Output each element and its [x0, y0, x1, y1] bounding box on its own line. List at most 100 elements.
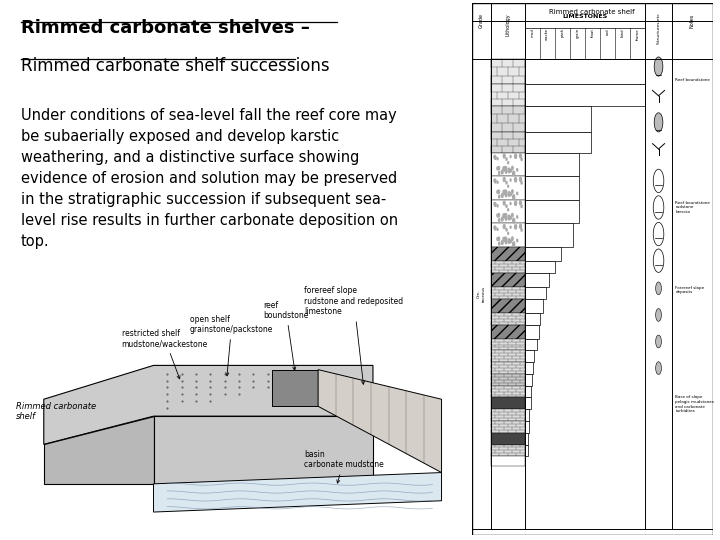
Circle shape: [510, 240, 511, 242]
Text: wacke: wacke: [545, 28, 549, 40]
Circle shape: [497, 191, 498, 193]
Text: Grade: Grade: [479, 14, 484, 28]
Circle shape: [510, 226, 511, 228]
Circle shape: [521, 229, 522, 231]
Circle shape: [517, 216, 518, 218]
Circle shape: [520, 153, 521, 158]
Circle shape: [498, 219, 500, 221]
Circle shape: [505, 170, 507, 173]
Circle shape: [504, 214, 505, 218]
Circle shape: [495, 203, 496, 206]
Circle shape: [498, 237, 500, 240]
Circle shape: [510, 193, 511, 195]
Bar: [491, 58, 525, 84]
Text: float: float: [590, 28, 595, 37]
Bar: [491, 386, 525, 397]
Bar: [491, 106, 525, 132]
Circle shape: [508, 168, 510, 173]
Circle shape: [510, 217, 511, 219]
Circle shape: [510, 170, 511, 172]
Circle shape: [505, 237, 507, 241]
Text: Rimmed carbonate shelves –: Rimmed carbonate shelves –: [21, 19, 310, 37]
Polygon shape: [44, 366, 373, 444]
Text: Base of slope
pelagic mudstones
and carbonate
turbidites: Base of slope pelagic mudstones and carb…: [675, 395, 714, 413]
Circle shape: [497, 205, 498, 207]
Text: rud: rud: [606, 28, 610, 35]
Circle shape: [521, 205, 522, 208]
Bar: [525, 362, 533, 374]
Bar: [491, 176, 525, 200]
Circle shape: [505, 193, 507, 197]
Text: Rimmed carbonate
shelf: Rimmed carbonate shelf: [17, 402, 96, 421]
Circle shape: [506, 158, 507, 160]
Circle shape: [497, 238, 498, 240]
Circle shape: [512, 166, 513, 170]
Circle shape: [498, 195, 500, 198]
Circle shape: [656, 282, 662, 295]
Circle shape: [503, 167, 505, 170]
Circle shape: [513, 218, 515, 223]
Bar: [525, 325, 539, 339]
Circle shape: [510, 217, 511, 219]
Bar: [491, 273, 525, 287]
Circle shape: [510, 179, 511, 181]
Text: Reef boundstone
rudstone
breccia: Reef boundstone rudstone breccia: [675, 201, 711, 214]
Circle shape: [495, 179, 496, 183]
Bar: [525, 224, 573, 247]
Bar: [491, 409, 525, 421]
Circle shape: [503, 214, 505, 218]
Text: grain: grain: [575, 28, 580, 38]
Bar: [491, 421, 525, 433]
Circle shape: [521, 158, 522, 160]
Circle shape: [497, 214, 498, 217]
Circle shape: [495, 156, 496, 159]
Circle shape: [498, 213, 500, 217]
Bar: [491, 339, 525, 350]
Circle shape: [654, 57, 663, 76]
Circle shape: [503, 154, 505, 158]
Circle shape: [504, 237, 505, 241]
Text: Under conditions of sea-level fall the reef core may
be subaerially exposed and : Under conditions of sea-level fall the r…: [21, 108, 398, 249]
Text: reef
boundstone: reef boundstone: [264, 301, 309, 370]
Circle shape: [656, 335, 662, 348]
Circle shape: [508, 239, 510, 244]
Text: mud: mud: [530, 28, 534, 37]
Text: forereef slope
rudstone and redeposited
limestone: forereef slope rudstone and redeposited …: [305, 286, 403, 384]
Circle shape: [512, 213, 513, 217]
Text: restricted shelf
mudstone/wackestone: restricted shelf mudstone/wackestone: [122, 329, 208, 379]
Circle shape: [510, 156, 511, 158]
Circle shape: [498, 242, 500, 245]
Circle shape: [508, 192, 510, 196]
Circle shape: [505, 240, 507, 244]
Circle shape: [503, 201, 505, 205]
Bar: [491, 374, 525, 386]
Bar: [491, 456, 525, 465]
Bar: [525, 421, 529, 433]
Bar: [525, 200, 579, 224]
Circle shape: [510, 202, 511, 205]
Circle shape: [513, 242, 515, 246]
Bar: [491, 444, 525, 456]
Bar: [525, 287, 546, 299]
Circle shape: [494, 179, 495, 181]
Circle shape: [495, 226, 496, 230]
Circle shape: [517, 239, 518, 242]
Circle shape: [498, 172, 500, 174]
Bar: [491, 397, 525, 409]
Bar: [491, 325, 525, 339]
Text: frame: frame: [636, 28, 640, 40]
Circle shape: [501, 217, 503, 221]
Text: Structures etc: Structures etc: [657, 14, 660, 44]
Bar: [525, 106, 591, 132]
Bar: [491, 362, 525, 374]
Circle shape: [505, 217, 507, 220]
Circle shape: [513, 171, 515, 176]
Bar: [525, 350, 534, 362]
Bar: [525, 299, 543, 313]
Bar: [525, 433, 528, 444]
Text: Notes: Notes: [690, 14, 695, 28]
Text: Forereef slope
deposits: Forereef slope deposits: [675, 286, 705, 294]
Bar: [491, 350, 525, 362]
Bar: [525, 84, 645, 106]
Bar: [525, 273, 549, 287]
